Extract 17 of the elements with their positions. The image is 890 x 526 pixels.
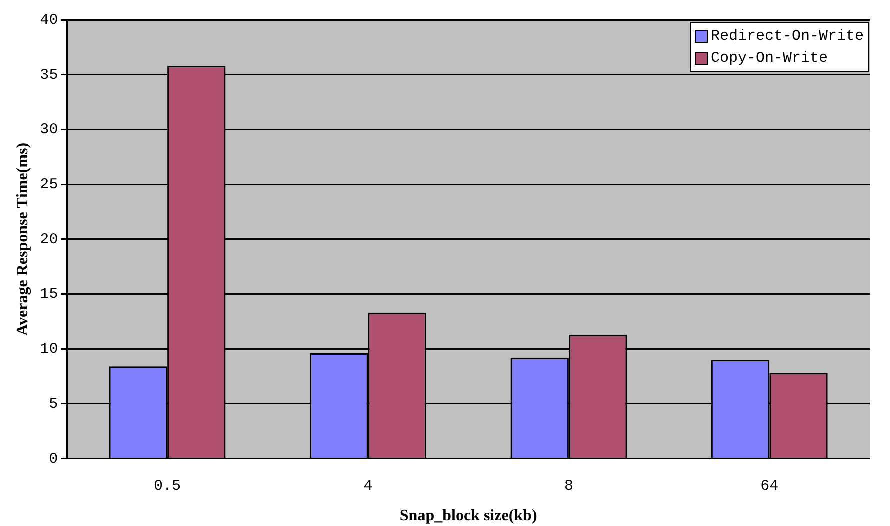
- y-tick-label: 20: [40, 231, 58, 248]
- x-tick-label: 8: [564, 478, 574, 495]
- legend-label: Copy-On-Write: [710, 50, 828, 66]
- legend-label: Redirect-On-Write: [710, 28, 864, 44]
- x-tick-label: 4: [364, 478, 373, 495]
- x-tick-label: 64: [760, 478, 779, 495]
- y-axis-title: Average Response Time(ms): [14, 142, 32, 336]
- y-tick-label: 30: [40, 122, 58, 139]
- y-tick-label: 10: [40, 341, 58, 358]
- x-tick-label: 0.5: [154, 478, 182, 495]
- x-axis-title: Snap_block size(kb): [400, 508, 538, 525]
- y-tick-label: 40: [40, 12, 58, 29]
- y-tick-label: 25: [40, 176, 58, 194]
- y-tick-label: 15: [40, 286, 58, 304]
- y-tick-label: 35: [40, 66, 58, 84]
- y-tick-label: 5: [49, 396, 58, 413]
- y-tick-label: 0: [49, 450, 58, 468]
